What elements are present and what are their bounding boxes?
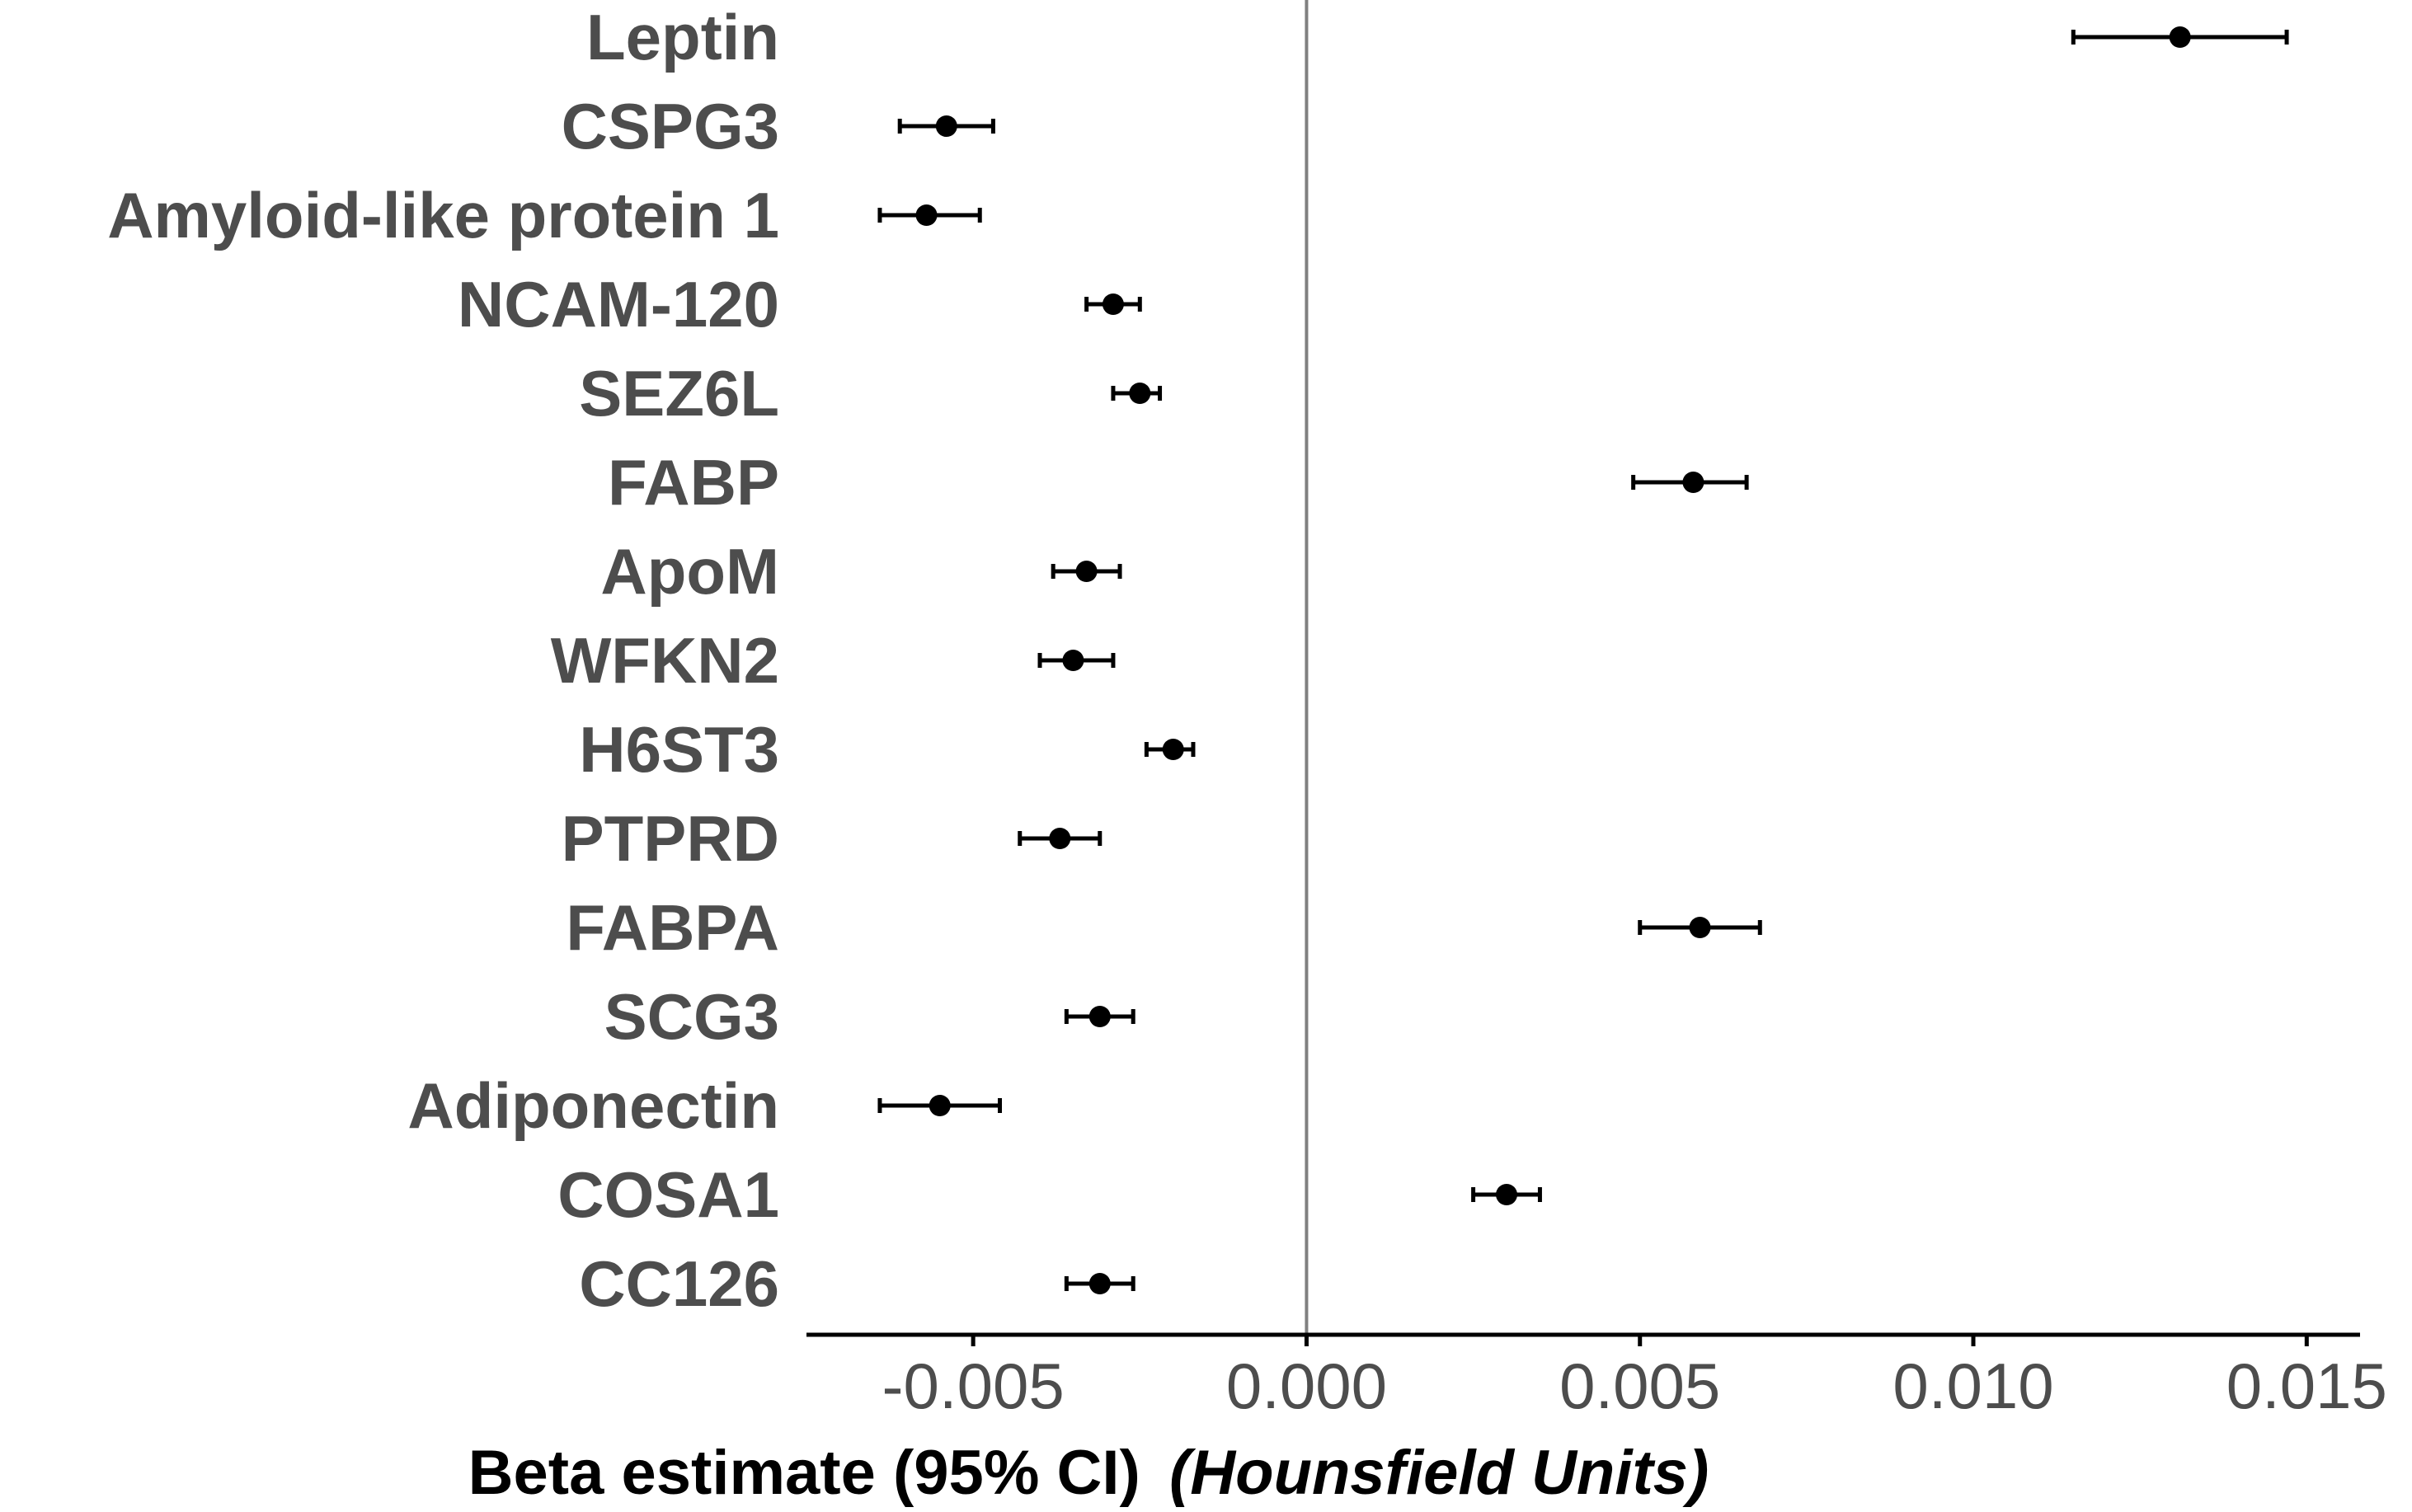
category-label: PTPRD xyxy=(562,802,779,875)
category-label: H6ST3 xyxy=(579,713,779,786)
x-tick-label: -0.005 xyxy=(882,1350,1065,1422)
category-label: CSPG3 xyxy=(562,90,779,162)
category-labels: Leptin CSPG3 Amyloid-like protein 1 NCAM-12… xyxy=(107,1,779,1320)
category-label: CC126 xyxy=(579,1247,779,1320)
estimate-point xyxy=(1162,739,1184,760)
category-label: SEZ6L xyxy=(579,357,779,430)
category-label: SCG3 xyxy=(604,980,779,1053)
confidence-intervals xyxy=(877,30,2289,1291)
x-axis-label: Beta estimate (95% CI) (Hounsfield Units… xyxy=(468,1438,1709,1508)
estimate-point xyxy=(1088,1006,1111,1027)
estimate-point xyxy=(1129,383,1151,404)
estimate-point xyxy=(2169,26,2191,48)
estimate-point xyxy=(1689,917,1711,938)
x-tick-label: 0.015 xyxy=(2226,1350,2387,1422)
estimate-point xyxy=(1062,650,1084,671)
estimate-point xyxy=(935,115,957,137)
estimate-point xyxy=(1088,1273,1111,1294)
category-label: ApoM xyxy=(600,535,779,608)
estimate-point xyxy=(929,1095,951,1116)
category-label: FABPA xyxy=(566,891,779,964)
category-label: Amyloid-like protein 1 xyxy=(107,179,779,251)
category-label: WFKN2 xyxy=(551,624,779,697)
estimate-point xyxy=(1682,472,1704,493)
x-tick-label: 0.005 xyxy=(1559,1350,1720,1422)
category-label: Adiponectin xyxy=(407,1069,779,1142)
x-tick-label: 0.000 xyxy=(1226,1350,1387,1422)
category-label: NCAM-120 xyxy=(458,268,779,340)
category-label: Leptin xyxy=(586,1,779,73)
estimate-point xyxy=(1102,293,1124,315)
estimate-point xyxy=(1049,828,1071,849)
x-tick-label: 0.010 xyxy=(1892,1350,2053,1422)
x-axis-label-units: (Hounsfield Units) xyxy=(1169,1438,1709,1508)
category-label: FABP xyxy=(608,446,779,519)
x-axis-label-main: Beta estimate (95% CI) xyxy=(468,1438,1140,1508)
estimate-points xyxy=(915,26,2191,1294)
x-axis: -0.005 0.000 0.005 0.010 0.015 xyxy=(806,1332,2387,1422)
category-label: COSA1 xyxy=(557,1158,779,1231)
estimate-point xyxy=(915,204,938,226)
estimate-point xyxy=(1496,1184,1518,1205)
estimate-point xyxy=(1075,561,1098,582)
